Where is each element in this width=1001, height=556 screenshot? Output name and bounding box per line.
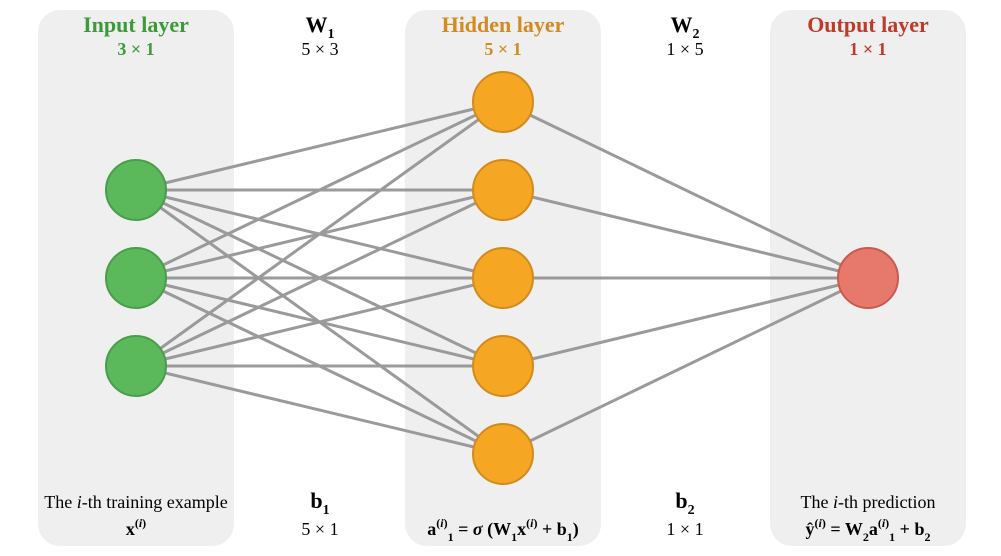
input-caption: The i-th training example — [44, 492, 227, 512]
hidden-node-2 — [473, 248, 533, 308]
w2-label: W2 — [671, 12, 700, 42]
hidden-node-4 — [473, 424, 533, 484]
input-node-1 — [106, 248, 166, 308]
hidden-layer-dim: 5 × 1 — [484, 39, 521, 59]
hidden-layer-title: Hidden layer — [442, 12, 565, 37]
input-node-0 — [106, 160, 166, 220]
w2-bias-dim: 1 × 1 — [666, 519, 703, 539]
input-layer-dim: 3 × 1 — [117, 39, 154, 59]
w1-bias-label: b1 — [310, 488, 329, 518]
output-layer-title: Output layer — [807, 12, 929, 37]
output-layer-dim: 1 × 1 — [849, 39, 886, 59]
input-node-2 — [106, 336, 166, 396]
neural-net-diagram: Input layer3 × 1Hidden layer5 × 1Output … — [0, 0, 1001, 556]
hidden-node-0 — [473, 72, 533, 132]
output-caption: The i-th prediction — [801, 492, 936, 512]
output-node-0 — [838, 248, 898, 308]
hidden-node-1 — [473, 160, 533, 220]
w2-bias-label: b2 — [675, 488, 694, 518]
input-layer-title: Input layer — [83, 12, 189, 37]
hidden-node-3 — [473, 336, 533, 396]
w1-bias-dim: 5 × 1 — [301, 519, 338, 539]
w1-dim: 5 × 3 — [301, 39, 338, 59]
w1-label: W1 — [306, 12, 335, 42]
w2-dim: 1 × 5 — [666, 39, 703, 59]
